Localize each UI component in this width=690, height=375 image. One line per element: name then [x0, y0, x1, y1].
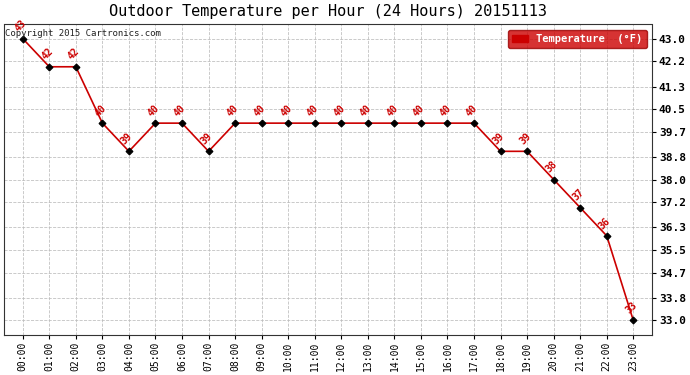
Text: 40: 40	[172, 103, 188, 118]
Text: 40: 40	[358, 103, 373, 118]
Text: 42: 42	[39, 46, 55, 62]
Text: 36: 36	[597, 216, 613, 231]
Text: 40: 40	[252, 103, 267, 118]
Text: 38: 38	[544, 159, 560, 174]
Text: 40: 40	[411, 103, 426, 118]
Text: 39: 39	[119, 131, 135, 146]
Text: 43: 43	[13, 18, 28, 34]
Text: 40: 40	[464, 103, 480, 118]
Text: 40: 40	[332, 103, 347, 118]
Legend: Temperature  (°F): Temperature (°F)	[508, 30, 647, 48]
Text: 37: 37	[571, 188, 586, 203]
Text: 39: 39	[518, 131, 533, 146]
Text: 39: 39	[491, 131, 506, 146]
Text: Copyright 2015 Cartronics.com: Copyright 2015 Cartronics.com	[6, 29, 161, 38]
Text: 40: 40	[92, 103, 108, 118]
Title: Outdoor Temperature per Hour (24 Hours) 20151113: Outdoor Temperature per Hour (24 Hours) …	[109, 4, 547, 19]
Text: 40: 40	[279, 103, 294, 118]
Text: 33: 33	[624, 300, 639, 315]
Text: 42: 42	[66, 46, 81, 62]
Text: 40: 40	[305, 103, 320, 118]
Text: 39: 39	[199, 131, 214, 146]
Text: 40: 40	[437, 103, 453, 118]
Text: 40: 40	[146, 103, 161, 118]
Text: 40: 40	[384, 103, 400, 118]
Text: 40: 40	[226, 103, 241, 118]
